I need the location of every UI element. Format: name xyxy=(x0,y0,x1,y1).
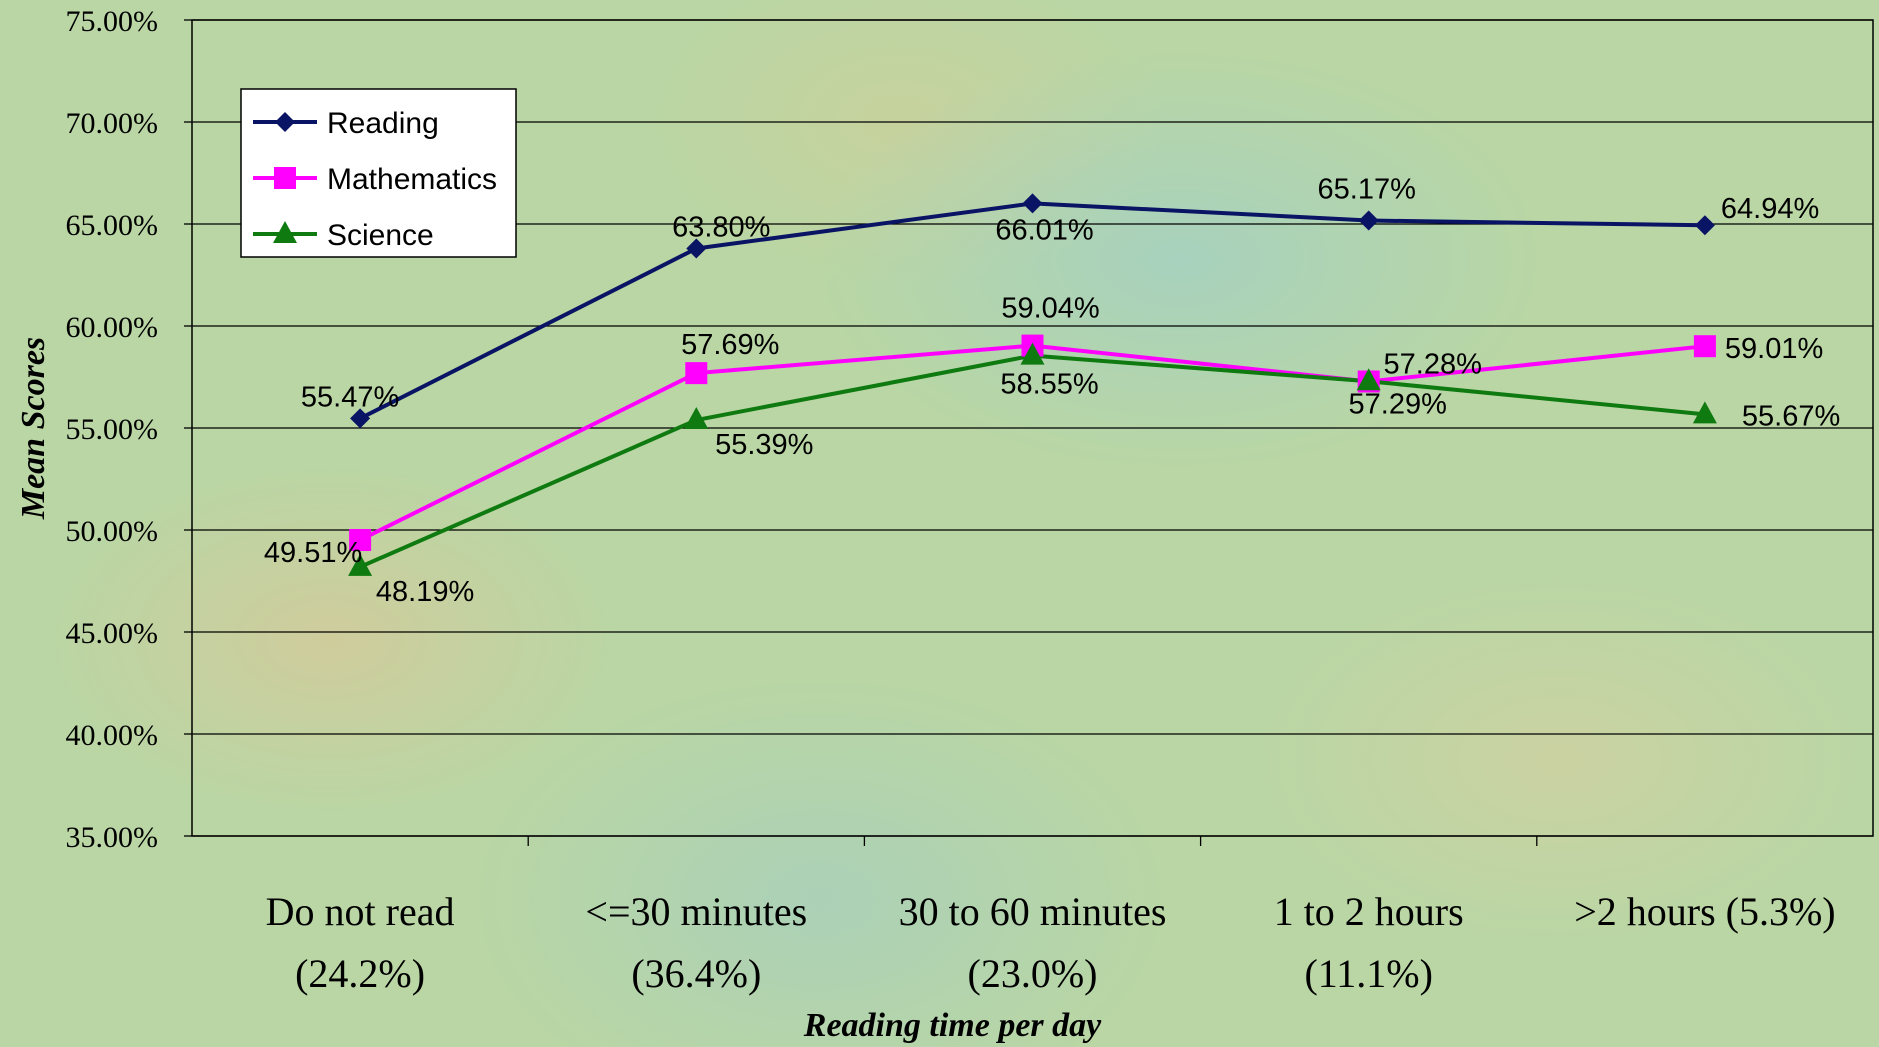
legend-entry: Mathematics xyxy=(327,163,497,196)
triangle-marker xyxy=(1020,342,1045,365)
y-tick-label: 60.00% xyxy=(66,311,159,344)
data-label: 55.39% xyxy=(715,429,813,461)
data-label: 57.28% xyxy=(1384,348,1482,380)
data-label: 58.55% xyxy=(1000,369,1098,401)
square-marker xyxy=(685,362,708,385)
diamond-marker xyxy=(686,238,707,259)
data-label: 55.47% xyxy=(301,381,399,413)
y-tick-label: 70.00% xyxy=(66,107,159,140)
diamond-marker xyxy=(1358,210,1379,231)
y-tick-label: 50.00% xyxy=(66,515,159,548)
square-marker xyxy=(274,167,296,189)
y-tick-label: 75.00% xyxy=(66,5,159,38)
x-axis-ticks: Do not read (24.2%) <=30 minutes (36.4%) 30 … xyxy=(266,836,1836,996)
data-label: 59.04% xyxy=(1001,293,1099,325)
data-label: 55.67% xyxy=(1742,400,1840,432)
x-tick-label: (23.0%) xyxy=(968,951,1098,996)
square-marker xyxy=(1693,335,1716,358)
square-marker xyxy=(349,528,372,551)
triangle-marker xyxy=(348,553,373,576)
triangle-marker xyxy=(273,221,297,243)
data-label: 66.01% xyxy=(995,214,1093,246)
y-tick-label: 55.00% xyxy=(66,413,159,446)
data-label: 48.19% xyxy=(376,576,474,608)
data-labels: 55.47% 63.80% 66.01% 65.17% 64.94% 49.51% 57.6… xyxy=(264,174,1840,608)
data-label: 57.69% xyxy=(681,329,779,361)
x-tick-label: (24.2%) xyxy=(295,951,425,996)
x-tick-label: (36.4%) xyxy=(631,951,761,996)
data-label: 49.51% xyxy=(264,537,362,569)
x-tick-label: Do not read xyxy=(266,889,455,934)
y-tick-label: 35.00% xyxy=(66,821,159,854)
triangle-marker xyxy=(1692,401,1717,424)
diamond-marker xyxy=(350,408,371,429)
legend-entry: Science xyxy=(327,219,434,252)
x-tick-label: (11.1%) xyxy=(1304,951,1432,996)
diamond-marker xyxy=(1022,193,1043,214)
y-axis-title: Mean Scores xyxy=(15,337,52,520)
data-label: 63.80% xyxy=(672,211,770,243)
y-axis-ticks: 35.00% 40.00% 45.00% 50.00% 55.00% 60.00% 65.0… xyxy=(66,5,192,854)
y-tick-label: 65.00% xyxy=(66,209,159,242)
x-tick-label: <=30 minutes xyxy=(585,889,807,934)
triangle-marker xyxy=(1356,368,1381,391)
diamond-marker xyxy=(275,112,295,132)
data-label: 57.29% xyxy=(1349,388,1447,420)
y-tick-label: 45.00% xyxy=(66,617,159,650)
y-tick-label: 40.00% xyxy=(66,719,159,752)
diamond-marker xyxy=(1694,215,1715,236)
legend-entry: Reading xyxy=(327,107,439,140)
x-axis-title: Reading time per day xyxy=(803,1007,1102,1044)
data-label: 64.94% xyxy=(1721,193,1819,225)
series-markers xyxy=(348,193,1717,576)
legend: Reading Mathematics Science xyxy=(240,88,517,258)
data-label: 59.01% xyxy=(1725,333,1823,365)
x-tick-label: 30 to 60 minutes xyxy=(899,889,1167,934)
x-tick-label: >2 hours (5.3%) xyxy=(1574,889,1835,934)
data-label: 65.17% xyxy=(1318,174,1416,206)
x-tick-label: 1 to 2 hours xyxy=(1274,889,1464,934)
triangle-marker xyxy=(684,407,709,430)
